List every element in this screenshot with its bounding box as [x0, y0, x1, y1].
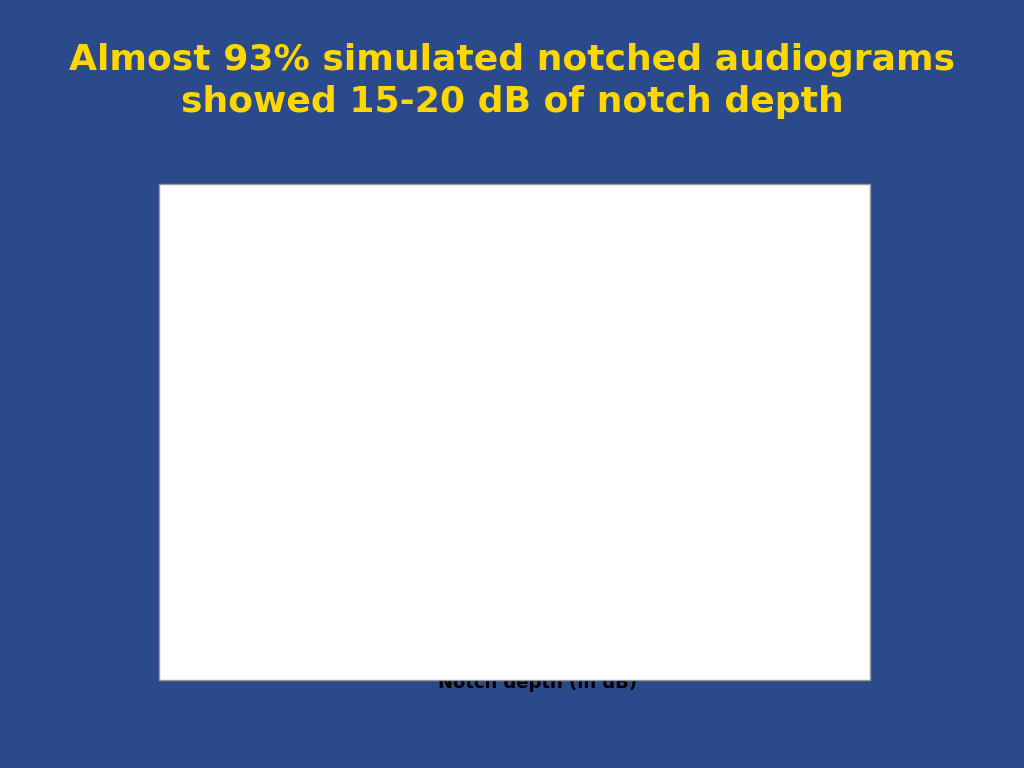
Text: Almost 93% simulated notched audiograms
showed 15-20 dB of notch depth: Almost 93% simulated notched audiograms …: [69, 42, 955, 119]
Bar: [655, 644, 699, 649]
Bar: [728, 621, 772, 649]
Bar: [258, 416, 303, 649]
Bar: [303, 280, 347, 649]
Bar: [493, 541, 538, 649]
Bar: [376, 475, 420, 649]
Y-axis label: Percent: Percent: [182, 396, 201, 475]
Bar: [610, 609, 655, 649]
Legend: NHANES database (2005-10), Computer-simulated database: NHANES database (2005-10), Computer-simu…: [552, 230, 838, 288]
Bar: [538, 609, 583, 649]
Bar: [420, 490, 465, 649]
X-axis label: Notch depth (in dB): Notch depth (in dB): [438, 674, 637, 693]
